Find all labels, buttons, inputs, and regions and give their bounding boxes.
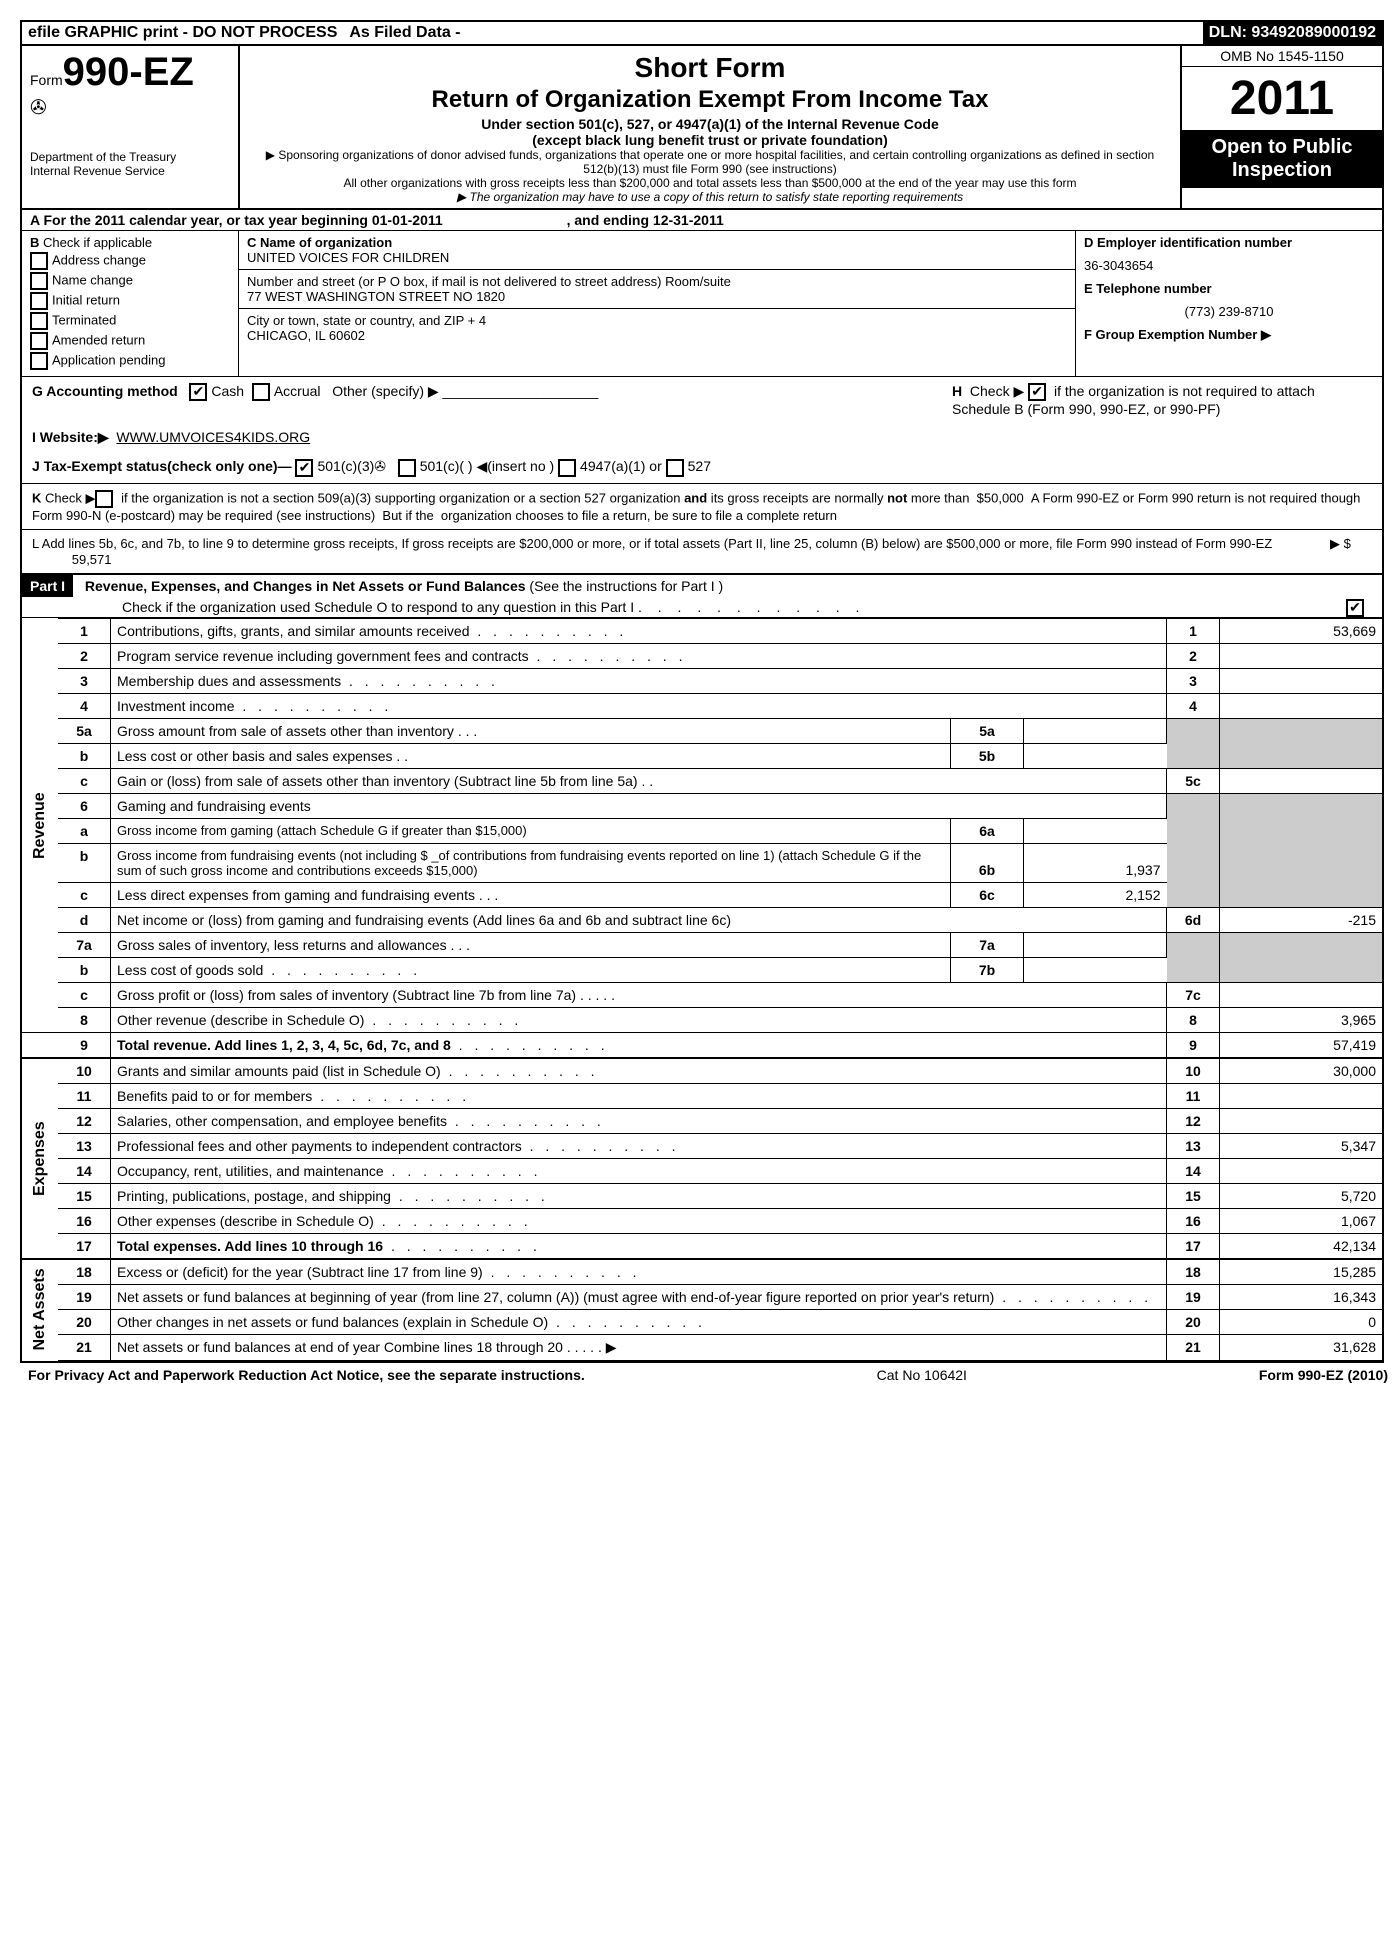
checkbox-4947[interactable] [558, 459, 576, 477]
footer: For Privacy Act and Paperwork Reduction … [20, 1363, 1396, 1387]
checkbox-initial-return[interactable] [30, 292, 48, 310]
org-city: CHICAGO, IL 60602 [247, 328, 1067, 343]
org-name: UNITED VOICES FOR CHILDREN [247, 250, 1067, 265]
header: Form990-EZ ✇ Department of the Treasury … [22, 46, 1382, 210]
checkbox-application-pending[interactable] [30, 352, 48, 370]
section-j: J Tax-Exempt status(check only one)— 501… [22, 452, 1382, 483]
checkbox-schedule-b-not-required[interactable] [1028, 383, 1046, 401]
form-id-box: Form990-EZ ✇ Department of the Treasury … [22, 46, 240, 208]
line-6d-value: -215 [1220, 907, 1383, 932]
phone: (773) 239-8710 [1084, 304, 1374, 319]
section-i: I Website:▶ WWW.UMVOICES4KIDS.ORG [22, 423, 1382, 452]
section-d-e-f: D Employer identification number 36-3043… [1075, 231, 1382, 376]
website-link[interactable]: WWW.UMVOICES4KIDS.ORG [116, 429, 310, 445]
line-10-value: 30,000 [1220, 1058, 1383, 1084]
form-990ez: efile GRAPHIC print - DO NOT PROCESS As … [20, 20, 1384, 1363]
entity-info: B Check if applicable Address change Nam… [22, 231, 1382, 377]
ein: 36-3043654 [1084, 258, 1374, 273]
line-13-value: 5,347 [1220, 1133, 1383, 1158]
line-17-total-expenses: 42,134 [1220, 1233, 1383, 1259]
checkbox-schedule-o-part1[interactable] [1346, 599, 1364, 617]
open-to-public: Open to Public Inspection [1182, 130, 1382, 188]
checkbox-cash[interactable] [189, 383, 207, 401]
line-20-value: 0 [1220, 1309, 1383, 1334]
line-19-value: 16,343 [1220, 1284, 1383, 1309]
gross-receipts-amount: 59,571 [72, 552, 112, 567]
section-k: K Check ▶ K Check ▶ if the organization … [22, 484, 1382, 530]
checkbox-501c3[interactable] [295, 459, 313, 477]
irs-label: Internal Revenue Service [30, 164, 230, 178]
form-number: 990-EZ [63, 50, 194, 94]
checkbox-amended-return[interactable] [30, 332, 48, 350]
checkbox-address-change[interactable] [30, 252, 48, 270]
line-16-value: 1,067 [1220, 1208, 1383, 1233]
line-6c-value: 2,152 [1024, 882, 1167, 907]
section-g-h: G Accounting method Cash Accrual Other (… [22, 377, 1382, 423]
checkbox-name-change[interactable] [30, 272, 48, 290]
checkbox-accrual[interactable] [252, 383, 270, 401]
omb-number: OMB No 1545-1150 [1182, 46, 1382, 67]
revenue-side-label: Revenue [22, 618, 58, 1032]
efile-notice: efile GRAPHIC print - DO NOT PROCESS [22, 22, 343, 44]
checkbox-section-k[interactable] [95, 490, 113, 508]
section-b: B Check if applicable Address change Nam… [22, 231, 239, 376]
return-title: Return of Organization Exempt From Incom… [248, 86, 1172, 114]
expenses-side-label: Expenses [22, 1058, 58, 1259]
year-box: OMB No 1545-1150 2011 Open to Public Ins… [1180, 46, 1382, 208]
top-bar: efile GRAPHIC print - DO NOT PROCESS As … [22, 22, 1382, 46]
section-c: C Name of organization UNITED VOICES FOR… [239, 231, 1075, 376]
part1-table: Revenue 1 Contributions, gifts, grants, … [22, 618, 1382, 1361]
line-1-value: 53,669 [1220, 618, 1383, 643]
dln: DLN: 93492089000192 [1203, 22, 1382, 44]
line-15-value: 5,720 [1220, 1183, 1383, 1208]
part-1-header: Part I Revenue, Expenses, and Changes in… [22, 573, 1382, 618]
section-l: L Add lines 5b, 6c, and 7b, to line 9 to… [22, 530, 1382, 573]
checkbox-terminated[interactable] [30, 312, 48, 330]
section-a: A For the 2011 calendar year, or tax yea… [22, 210, 1382, 231]
as-filed: As Filed Data - [343, 22, 1202, 44]
netassets-side-label: Net Assets [22, 1259, 58, 1361]
checkbox-527[interactable] [666, 459, 684, 477]
line-6b-value: 1,937 [1024, 843, 1167, 882]
line-18-value: 15,285 [1220, 1259, 1383, 1285]
dept-treasury: Department of the Treasury [30, 150, 230, 164]
checkbox-501c[interactable] [398, 459, 416, 477]
tax-year: 2011 [1182, 67, 1382, 130]
line-8-value: 3,965 [1220, 1007, 1383, 1032]
form-title-box: Short Form Return of Organization Exempt… [240, 46, 1180, 208]
org-street: 77 WEST WASHINGTON STREET NO 1820 [247, 289, 1067, 304]
line-21-value: 31,628 [1220, 1334, 1383, 1360]
short-form-title: Short Form [248, 52, 1172, 84]
line-9-total-revenue: 57,419 [1220, 1032, 1383, 1058]
